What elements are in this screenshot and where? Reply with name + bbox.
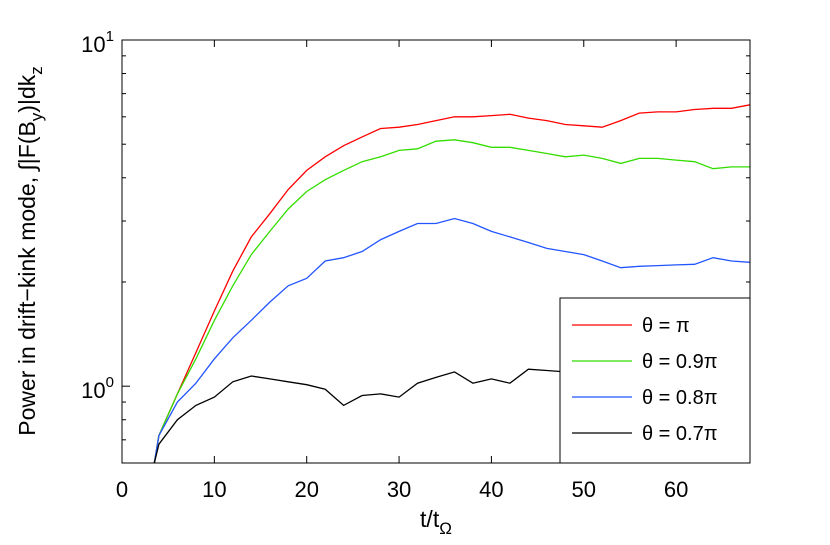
- x-tick-label: 60: [664, 477, 688, 502]
- series-line-2: [153, 217, 750, 463]
- x-tick-label: 0: [116, 477, 128, 502]
- ticks-group: 0 10 20 30 40 50 60 100 101: [81, 28, 750, 502]
- x-tick-label: 40: [479, 477, 503, 502]
- y-tick-label: 101: [81, 28, 114, 57]
- x-tick-label: 20: [294, 477, 318, 502]
- legend: θ = π θ = 0.9π θ = 0.8π θ = 0.7π: [559, 297, 751, 464]
- y-axis-title: Power in drift−kink mode, ∫|F(By)|dkz: [14, 66, 46, 436]
- legend-label-1: θ = 0.9π: [642, 351, 718, 373]
- series-group: [153, 104, 750, 463]
- y-tick-label: 100: [81, 374, 114, 403]
- legend-label-2: θ = 0.8π: [642, 387, 718, 409]
- x-tick-label: 50: [572, 477, 596, 502]
- x-axis-title: t/tΩ: [420, 506, 452, 538]
- legend-label-3: θ = 0.7π: [642, 423, 718, 445]
- series-line-1: [153, 139, 750, 463]
- plot-frame: [121, 39, 751, 464]
- legend-label-0: θ = π: [642, 315, 690, 337]
- x-tick-label: 10: [202, 477, 226, 502]
- series-line-0: [153, 104, 750, 463]
- x-tick-label: 30: [387, 477, 411, 502]
